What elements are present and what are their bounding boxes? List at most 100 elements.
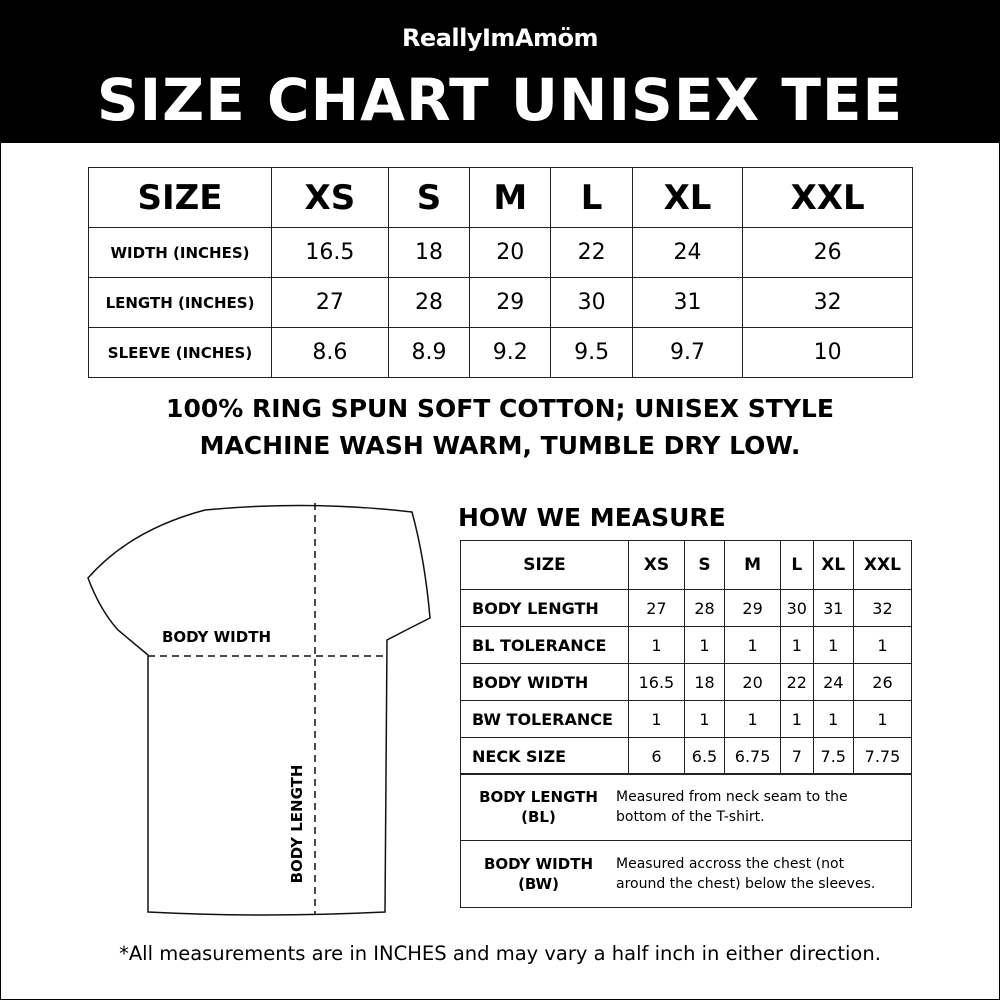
- cell: 20: [724, 663, 782, 701]
- header-cell: XXL: [742, 167, 913, 228]
- table-row: SLEEVE (INCHES) 8.6 8.9 9.2 9.5 9.7 10: [88, 327, 913, 378]
- cell: 1: [683, 700, 726, 738]
- cell: 16.5: [628, 663, 685, 701]
- header-cell: XL: [812, 540, 854, 590]
- care-note: MACHINE WASH WARM, TUMBLE DRY LOW.: [199, 431, 801, 460]
- cell: 1: [724, 626, 782, 664]
- cell: 7.75: [852, 737, 913, 775]
- cell: 16.5: [271, 227, 389, 278]
- body-length-label: BODY LENGTH: [288, 764, 306, 884]
- table-row: NECK SIZE 6 6.5 6.75 7 7.5 7.75: [460, 737, 913, 775]
- row-label: BODY WIDTH: [460, 663, 629, 701]
- cell: 6.75: [724, 737, 782, 775]
- body-width-label: BODY WIDTH: [162, 628, 271, 646]
- cell: 1: [780, 626, 814, 664]
- cell: 1: [683, 626, 726, 664]
- cell: 10: [742, 327, 913, 378]
- definition-line: around the chest) below the sleeves.: [616, 876, 876, 892]
- definition-text: Measured accross the chest (not around th…: [616, 840, 912, 908]
- header-cell: SIZE: [88, 167, 272, 228]
- size-table-header: SIZE XS S M L XL XXL: [88, 167, 913, 228]
- cell: 30: [780, 589, 814, 627]
- cell: 1: [628, 626, 685, 664]
- size-table: SIZE XS S M L XL XXL WIDTH (INCHES) 16.5…: [88, 167, 913, 378]
- cell: 1: [852, 626, 913, 664]
- cell: 1: [812, 700, 854, 738]
- cell: 20: [469, 227, 552, 278]
- cell: 30: [550, 277, 633, 328]
- cell: 7.5: [812, 737, 854, 775]
- cell: 27: [628, 589, 685, 627]
- cell: 26: [852, 663, 913, 701]
- tshirt-diagram: [87, 503, 431, 916]
- header-cell: L: [550, 167, 633, 228]
- measure-table-header: SIZE XS S M L XL XXL: [460, 540, 913, 590]
- definition-line: bottom of the T-shirt.: [616, 809, 765, 825]
- cell: 1: [780, 700, 814, 738]
- definition-row: BODY WIDTH (BW) Measured accross the ches…: [460, 840, 912, 908]
- header-cell: M: [724, 540, 782, 590]
- cell: 8.9: [387, 327, 471, 378]
- header-cell: XS: [628, 540, 685, 590]
- term-abbr: (BL): [521, 808, 556, 826]
- header-cell: S: [387, 167, 471, 228]
- definitions-table: BODY LENGTH (BL) Measured from neck seam …: [460, 773, 912, 908]
- cell: 29: [724, 589, 782, 627]
- cell: 22: [780, 663, 814, 701]
- cell: 24: [812, 663, 854, 701]
- tshirt-outline: [87, 504, 431, 916]
- table-row: BODY LENGTH 27 28 29 30 31 32: [460, 589, 913, 627]
- definition-text: Measured from neck seam to the bottom of …: [616, 773, 912, 841]
- table-row: WIDTH (INCHES) 16.5 18 20 22 24 26: [88, 227, 913, 278]
- cell: 8.6: [271, 327, 389, 378]
- header-cell: SIZE: [460, 540, 629, 590]
- fabric-note: 100% RING SPUN SOFT COTTON; UNISEX STYLE: [166, 394, 834, 423]
- header-cell: XS: [271, 167, 389, 228]
- cell: 27: [271, 277, 389, 328]
- cell: 24: [631, 227, 744, 278]
- header-banner: ReallyImAmöm SIZE CHART UNISEX TEE: [0, 0, 1000, 143]
- cell: 28: [683, 589, 726, 627]
- cell: 9.7: [631, 327, 744, 378]
- row-label: BODY LENGTH: [460, 589, 629, 627]
- cell: 1: [852, 700, 913, 738]
- header-cell: M: [469, 167, 552, 228]
- definition-row: BODY LENGTH (BL) Measured from neck seam …: [460, 773, 912, 841]
- cell: 28: [387, 277, 471, 328]
- cell: 6: [628, 737, 685, 775]
- cell: 22: [550, 227, 633, 278]
- header-cell: L: [780, 540, 814, 590]
- cell: 32: [852, 589, 913, 627]
- table-row: BW TOLERANCE 1 1 1 1 1 1: [460, 700, 913, 738]
- cell: 1: [724, 700, 782, 738]
- page-title: SIZE CHART UNISEX TEE: [96, 66, 904, 134]
- cell: 31: [812, 589, 854, 627]
- header-cell: XXL: [852, 540, 913, 590]
- cell: 26: [742, 227, 913, 278]
- row-label: NECK SIZE: [460, 737, 629, 775]
- table-row: BODY WIDTH 16.5 18 20 22 24 26: [460, 663, 913, 701]
- cell: 1: [812, 626, 854, 664]
- definition-line: Measured accross the chest (not: [616, 856, 845, 872]
- cell: 18: [683, 663, 726, 701]
- brand-logo: ReallyImAmöm: [401, 24, 599, 52]
- footnote: *All measurements are in INCHES and may …: [119, 942, 881, 965]
- measure-table: SIZE XS S M L XL XXL BODY LENGTH 27 28 29 30…: [460, 540, 913, 775]
- definition-term: BODY WIDTH (BW): [460, 840, 616, 908]
- cell: 7: [780, 737, 814, 775]
- table-row: LENGTH (INCHES) 27 28 29 30 31 32: [88, 277, 913, 328]
- cell: 1: [628, 700, 685, 738]
- row-label: WIDTH (INCHES): [88, 227, 272, 278]
- term-text: BODY LENGTH: [479, 788, 598, 806]
- definition-line: Measured from neck seam to the: [616, 789, 848, 805]
- definition-term: BODY LENGTH (BL): [460, 773, 616, 841]
- row-label: BW TOLERANCE: [460, 700, 629, 738]
- header-cell: XL: [631, 167, 744, 228]
- cell: 29: [469, 277, 552, 328]
- term-abbr: (BW): [518, 875, 559, 893]
- cell: 6.5: [683, 737, 726, 775]
- table-row: BL TOLERANCE 1 1 1 1 1 1: [460, 626, 913, 664]
- cell: 31: [631, 277, 744, 328]
- term-text: BODY WIDTH: [484, 855, 593, 873]
- cell: 9.5: [550, 327, 633, 378]
